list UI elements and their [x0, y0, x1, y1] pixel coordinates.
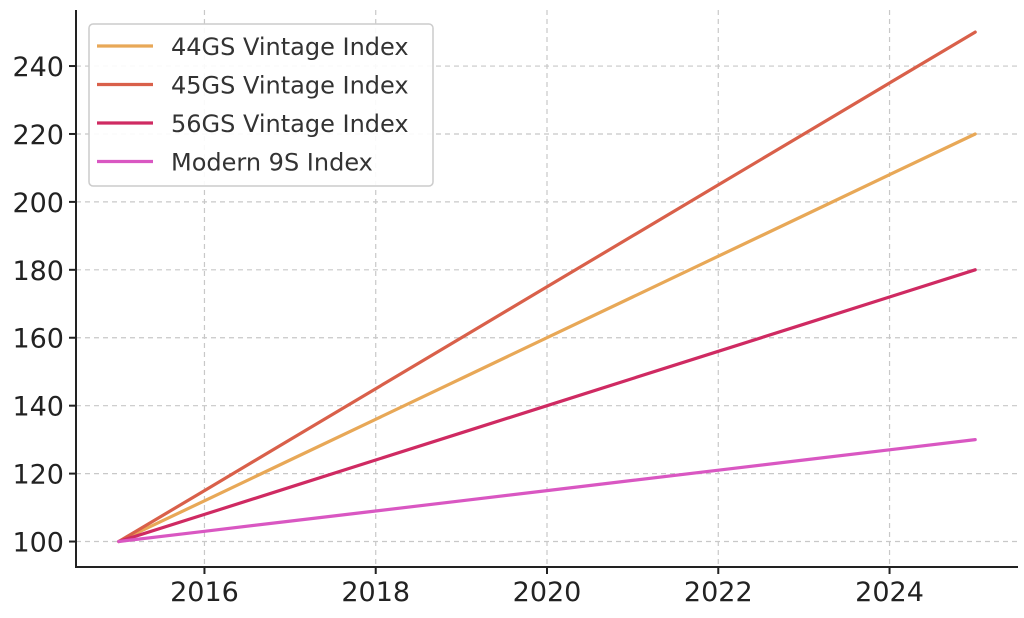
legend-label-modern-9s-index: Modern 9S Index: [171, 149, 373, 177]
series-line-44gs-vintage-index: [117, 132, 977, 544]
y-tick-label: 100: [12, 528, 64, 559]
legend-label-45gs-vintage-index: 45GS Vintage Index: [171, 72, 409, 100]
x-tick-label: 2020: [513, 577, 582, 608]
y-tick-label: 120: [12, 460, 64, 491]
series-line-45gs-vintage-index: [117, 30, 977, 544]
x-tick-label: 2018: [341, 577, 410, 608]
y-tick-label: 160: [12, 324, 64, 355]
y-tick-label: 180: [12, 256, 64, 287]
x-tick-label: 2024: [855, 577, 924, 608]
legend-box: [88, 23, 434, 187]
y-tick-label: 240: [12, 52, 64, 83]
series-lines: [117, 30, 977, 544]
x-tick-label: 2022: [684, 577, 753, 608]
legend: 44GS Vintage Index 45GS Vintage Index 56GS…: [88, 23, 434, 187]
y-axis-ticks: 100 120 140 160 180 200 220 240: [12, 52, 76, 559]
legend-label-44gs-vintage-index: 44GS Vintage Index: [171, 33, 409, 61]
x-tick-label: 2016: [170, 577, 239, 608]
x-axis-ticks: 2016 2018 2020 2022 2024: [170, 567, 924, 608]
y-tick-label: 220: [12, 120, 64, 151]
y-tick-label: 200: [12, 188, 64, 219]
legend-label-56gs-vintage-index: 56GS Vintage Index: [171, 110, 409, 138]
y-tick-label: 140: [12, 392, 64, 423]
series-line-modern-9s-index: [117, 438, 977, 544]
series-line-56gs-vintage-index: [117, 268, 977, 544]
